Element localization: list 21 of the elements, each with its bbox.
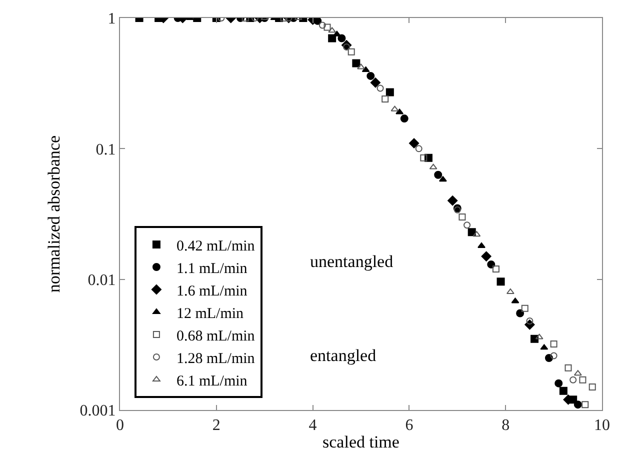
y-tick-label: 1	[108, 10, 116, 28]
legend-label: 12 mL/min	[176, 306, 244, 322]
y-tick-label: 0.001	[80, 402, 116, 420]
x-tick-label: 0	[116, 417, 124, 434]
legend-label: 1.6 mL/min	[176, 283, 248, 300]
annotation: entangled	[310, 346, 377, 365]
x-tick-label: 8	[502, 417, 510, 434]
x-tick-label: 4	[308, 417, 317, 434]
x-tick-label: 10	[594, 417, 610, 434]
legend-label: 1.1 mL/min	[176, 260, 248, 277]
x-axis-title: scaled time	[322, 432, 400, 452]
legend-label: 6.1 mL/min	[176, 373, 248, 390]
annotation: unentangled	[310, 252, 394, 271]
legend-label: 0.68 mL/min	[176, 328, 256, 344]
y-tick-label: 0.1	[96, 141, 116, 158]
x-tick-label: 2	[212, 417, 220, 434]
x-tick-label: 6	[405, 417, 414, 434]
y-axis-title: normalized absorbance	[44, 135, 64, 293]
y-tick-label: 0.01	[88, 272, 116, 289]
legend-label: 0.42 mL/min	[176, 238, 256, 254]
legend-label: 1.28 mL/min	[176, 350, 256, 367]
